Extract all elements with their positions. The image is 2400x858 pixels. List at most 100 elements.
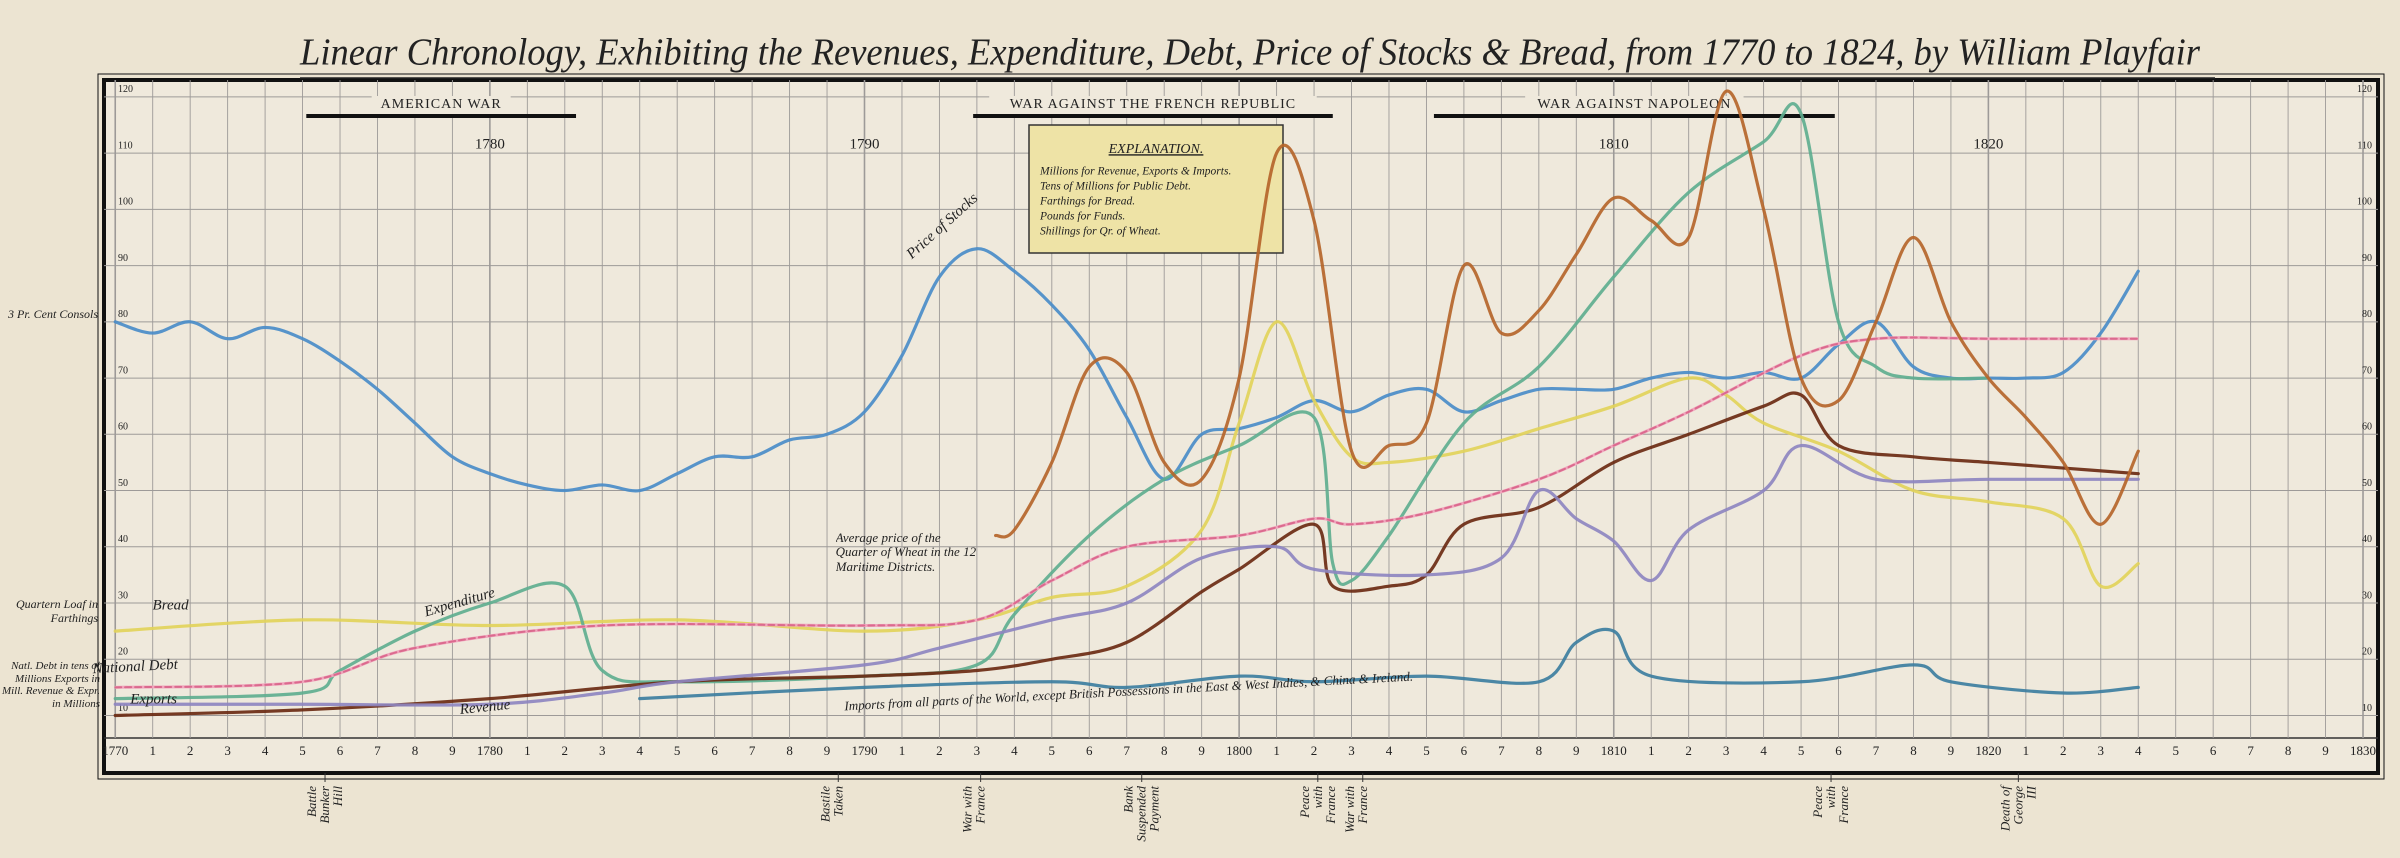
x-tick-label: 1800 [1226, 743, 1252, 758]
x-tick-label: 9 [2322, 743, 2329, 758]
event-label: PeacewithFrance [1810, 786, 1851, 825]
series-label: Revenue [458, 697, 512, 718]
series-line [638, 627, 2140, 701]
axis-note-box: 3 Pr. Cent Consols [7, 308, 98, 321]
x-tick-label: 3 [224, 743, 231, 758]
war-label-bg [371, 96, 511, 114]
x-tick-label: 3 [1723, 743, 1730, 758]
x-tick-label: 2 [2060, 743, 2067, 758]
x-tick-label: 6 [711, 743, 718, 758]
y-tick-label: 100 [118, 197, 133, 208]
x-tick-label: 1810 [1601, 743, 1627, 758]
x-tick-label: 4 [2135, 743, 2142, 758]
war-label-bg [989, 96, 1317, 114]
x-tick-label: 9 [1948, 743, 1955, 758]
y-tick-label-right: 90 [2362, 253, 2372, 264]
y-tick-label-right: 50 [2362, 478, 2372, 489]
x-tick-label: 8 [1910, 743, 1917, 758]
chart-title: Linear Chronology, Exhibiting the Revenu… [299, 32, 2200, 74]
event-label: War withFrance [960, 786, 988, 833]
event-label: BastileTaken [817, 786, 845, 822]
x-tick-label: 1830 [2350, 743, 2376, 758]
explanation-line: Farthings for Bread. [1039, 196, 1135, 208]
war-label: WAR AGAINST NAPOLEON [1537, 97, 1731, 112]
x-tick-label: 7 [1873, 743, 1880, 758]
axis-note: 3 Pr. Cent Consols [7, 308, 98, 321]
y-tick-label-right: 80 [2362, 309, 2372, 320]
x-tick-label: 7 [1123, 743, 1130, 758]
x-tick-label: 1770 [102, 743, 128, 758]
series-line [114, 336, 2140, 689]
y-tick-label-right: 100 [2357, 197, 2372, 208]
y-tick-label: 80 [118, 309, 128, 320]
grid: 1770 1 2 3 4 5 6 7 8 9 1 7 80 1 2 3 4 5 6 7 8 9 1 7 90 1 2 3 4 5 6 7 8 9 1… [102, 80, 2378, 758]
event-label: BankSuspendedPayment [1121, 786, 1162, 842]
y-tick-label: 10 [118, 703, 128, 714]
x-tick-label: 5 [674, 743, 681, 758]
x-tick-label: 9 [1573, 743, 1580, 758]
series-line [113, 443, 2140, 707]
y-tick-label-right: 120 [2357, 84, 2372, 95]
event-label: Death ofGeorgeIII [1997, 784, 2038, 833]
series-line [113, 102, 1990, 701]
x-tick-label: 6 [2210, 743, 2217, 758]
x-tick-label: 2 [187, 743, 194, 758]
y-tick-label: 50 [118, 478, 128, 489]
explanation-line: Shillings for Qr. of Wheat. [1040, 226, 1161, 238]
y-tick-label-right: 110 [2357, 140, 2372, 151]
war-label: AMERICAN WAR [381, 97, 502, 112]
x-tick-label: 7 [1498, 743, 1505, 758]
x-tick-label: 7 [2247, 743, 2254, 758]
series-lines [113, 89, 2140, 718]
axis-note: Quartern Loaf in Farthings [15, 598, 98, 625]
x-tick-label: 1 [1648, 743, 1655, 758]
x-tick-label: 2 [1311, 743, 1318, 758]
event-label: BattleBunkerHill [304, 785, 345, 823]
series-label: Bread [153, 597, 190, 613]
x-tick-label: 1 [149, 743, 156, 758]
x-tick-label: 4 [1386, 743, 1393, 758]
x-tick-label: 1 [899, 743, 906, 758]
series-label: Exports [129, 692, 177, 708]
series-label-box: Average price of the Quarter of Wheat in… [835, 530, 977, 575]
series-label: Average price of the Quarter of Wheat in… [835, 530, 977, 575]
x-tick-label: 1 [2023, 743, 2030, 758]
x-tick-label: 6 [1835, 743, 1842, 758]
x-tick-label: 7 [749, 743, 756, 758]
axis-note: Natl. Debt in tens of Millions Exports i… [1, 660, 100, 710]
series-line [994, 89, 2140, 539]
x-tick-label: 6 [1461, 743, 1468, 758]
y-tick-label-right: 20 [2362, 647, 2372, 658]
y-tick-label: 110 [118, 140, 133, 151]
x-tick-label: 4 [1760, 743, 1767, 758]
explanation-line: Pounds for Funds. [1039, 211, 1125, 223]
x-tick-label: 2 [1685, 743, 1692, 758]
explanation-line: Millions for Revenue, Exports & Imports. [1039, 166, 1231, 178]
x-tick-label: 3 [1348, 743, 1355, 758]
x-tick-label: 1 [1273, 743, 1280, 758]
x-tick-label: 8 [2285, 743, 2292, 758]
y-tick-label: 30 [118, 590, 128, 601]
x-tick-label: 2 [936, 743, 943, 758]
x-tick-label: 8 [786, 743, 793, 758]
x-tick-label: 5 [299, 743, 306, 758]
x-tick-label: 9 [1198, 743, 1205, 758]
decade-label: 1820 [1973, 136, 2003, 152]
y-tick-label-right: 30 [2362, 590, 2372, 601]
x-tick-label: 5 [1798, 743, 1805, 758]
event-label: War withFrance [1342, 786, 1370, 833]
x-tick-label: 8 [412, 743, 419, 758]
y-tick-label: 70 [118, 365, 128, 376]
x-tick-label: 5 [1423, 743, 1430, 758]
plot-frame-outer [97, 73, 2385, 780]
y-tick-label: 20 [118, 647, 128, 658]
war-label-bg [1525, 96, 1744, 114]
x-tick-label: 5 [1049, 743, 1056, 758]
axis-note-box: Natl. Debt in tens of Millions Exports i… [1, 660, 100, 710]
y-tick-label-right: 40 [2362, 534, 2372, 545]
x-tick-label: 5 [2172, 743, 2179, 758]
x-tick-label: 1 [524, 743, 531, 758]
x-tick-label: 3 [599, 743, 606, 758]
